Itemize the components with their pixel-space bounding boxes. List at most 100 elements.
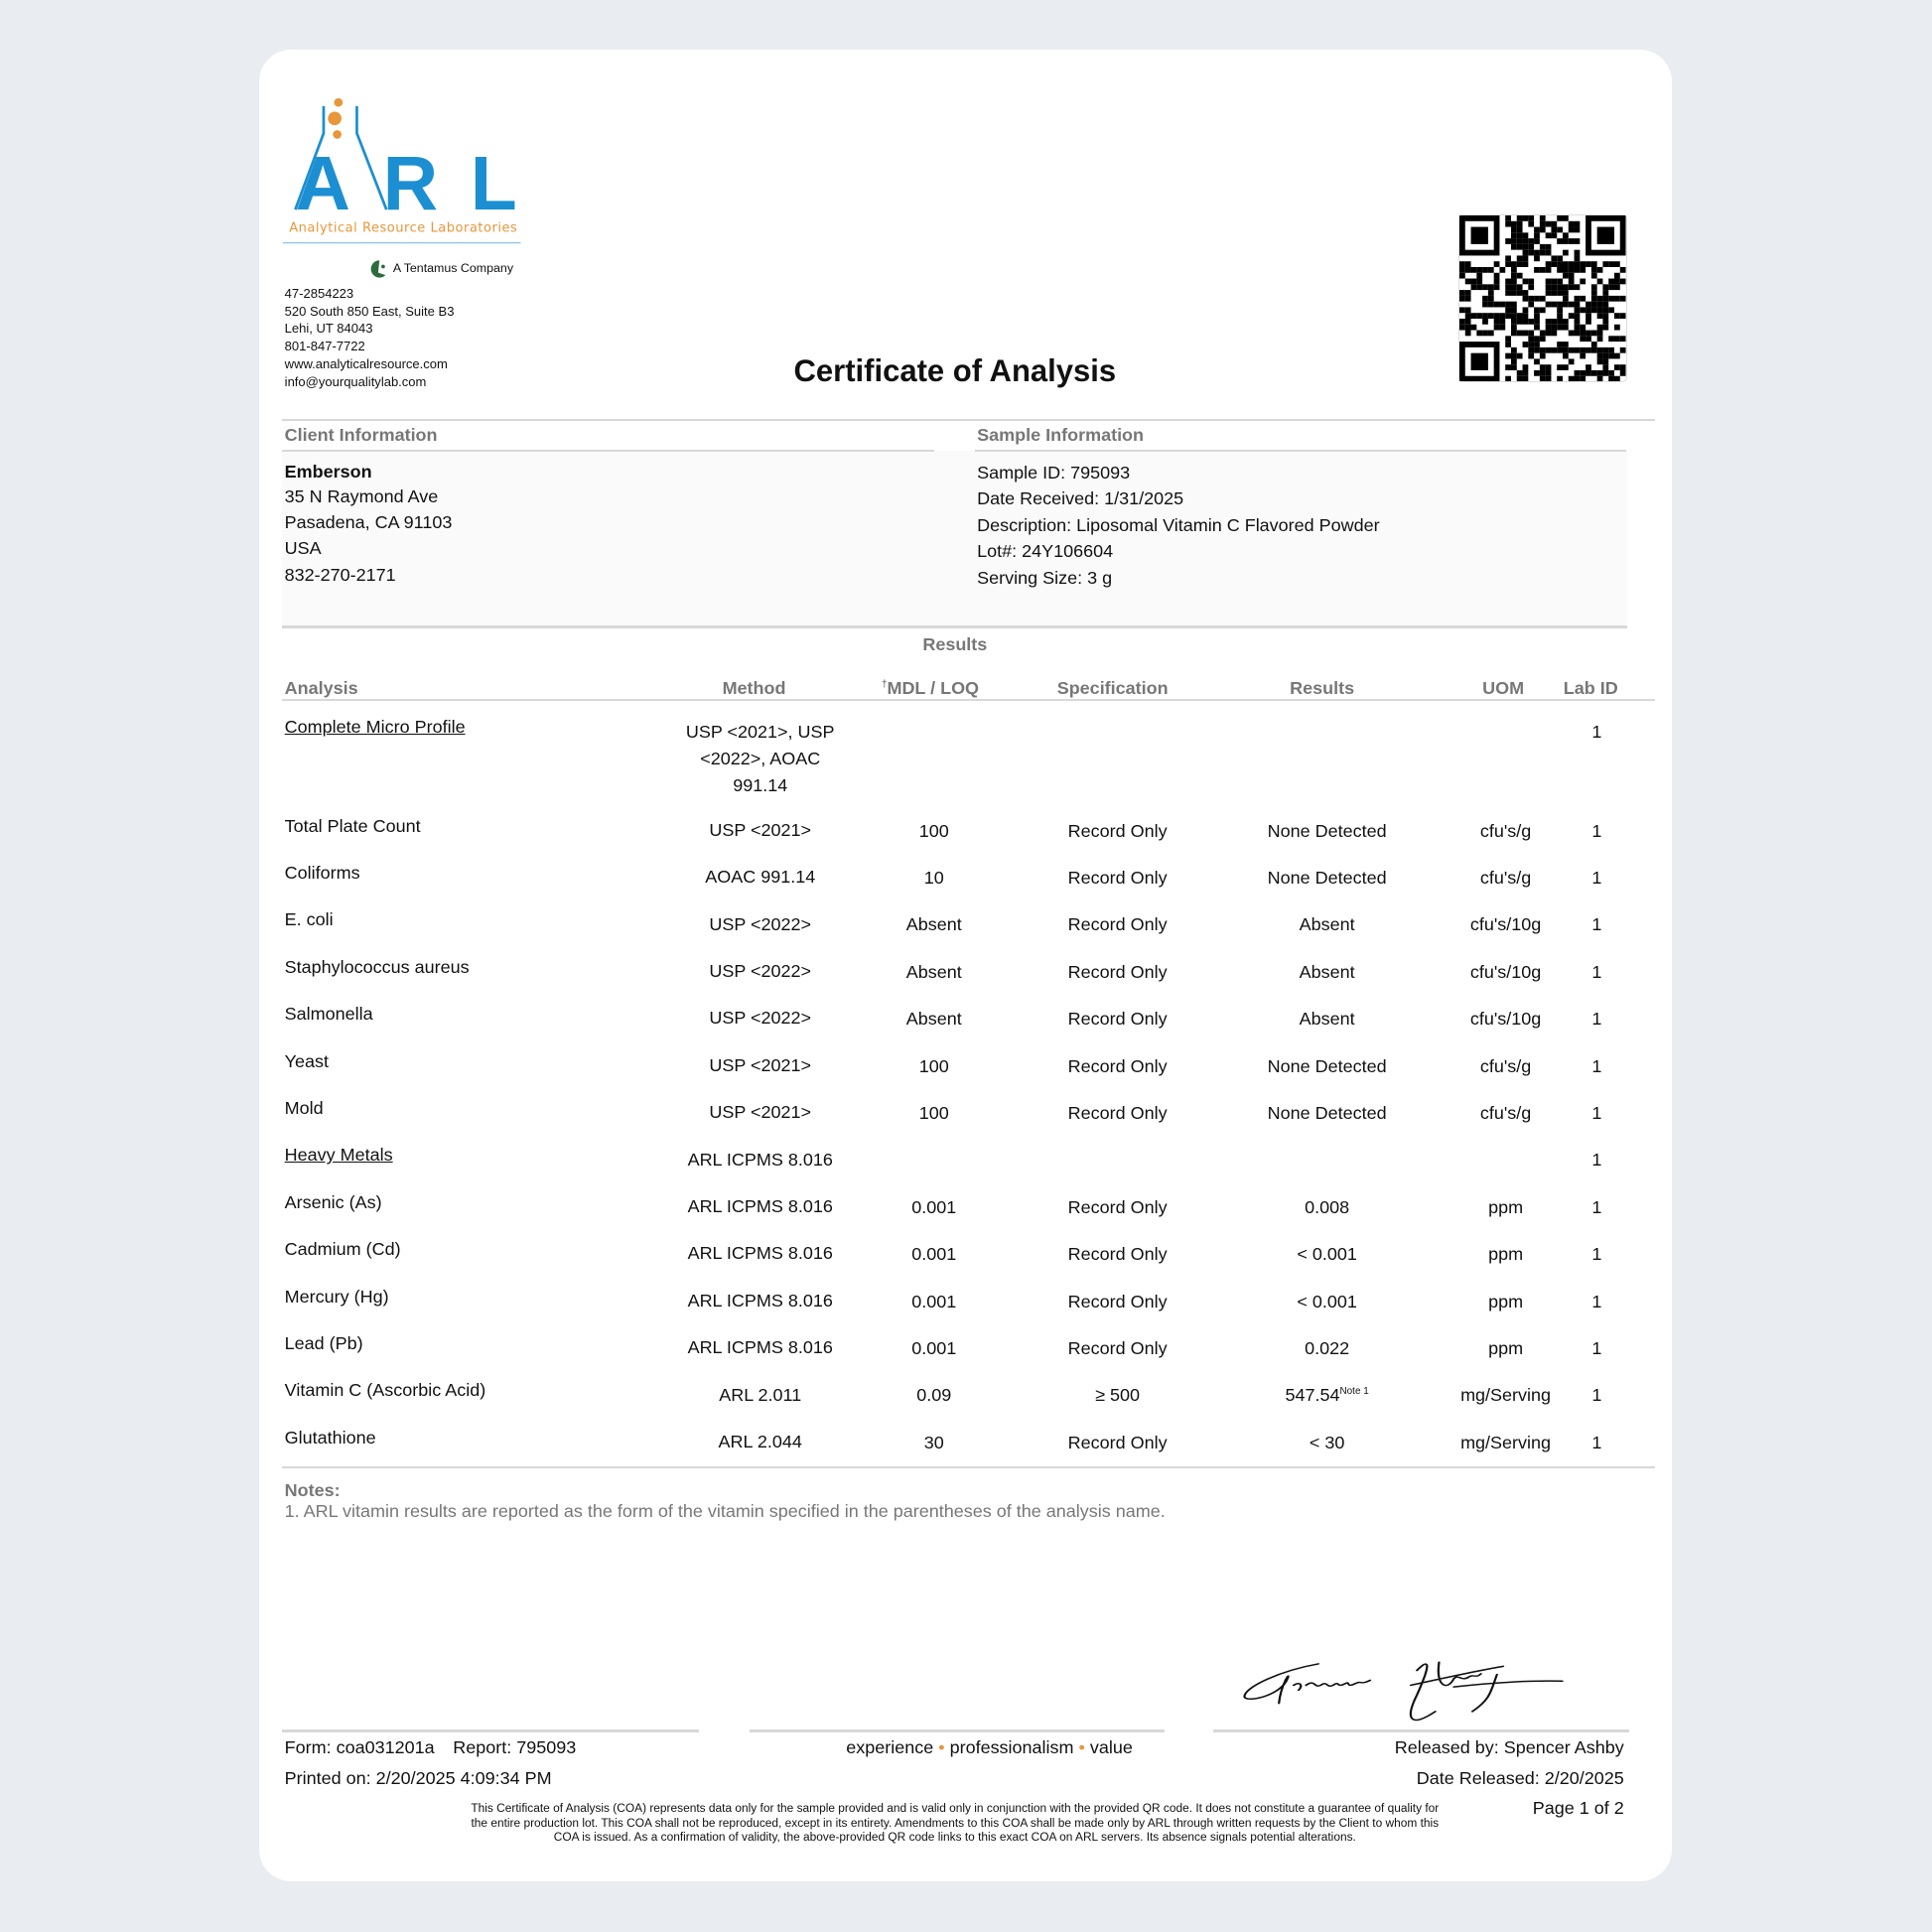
col-lab-id: Lab ID: [1563, 677, 1618, 698]
uom-value: cfu's/10g: [1469, 1009, 1542, 1030]
uom-value: cfu's/g: [1479, 1102, 1532, 1123]
lab-id-value: 1: [1591, 1102, 1602, 1123]
result-value: < 0.001: [1297, 1292, 1357, 1312]
result-value: < 0.001: [1297, 1244, 1357, 1265]
client-info: Emberson 35 N Raymond Ave Pasadena, CA 9…: [285, 461, 453, 588]
tagline-experience: experience: [846, 1736, 934, 1757]
analysis-name[interactable]: Complete Micro Profile: [284, 717, 466, 738]
result-text: 547.54: [1285, 1385, 1340, 1406]
table-row: Vitamin C (Ascorbic Acid) ARL 2.011 0.09 ≥ …: [285, 1380, 1628, 1427]
method-line: USP <2022>: [709, 1008, 812, 1029]
released-by: Released by: Spencer Ashby: [1394, 1736, 1624, 1757]
sample-info-heading: Sample Information: [977, 425, 1145, 446]
method-value: USP <2022>: [709, 958, 811, 985]
client-info-heading: Client Information: [284, 425, 438, 446]
mdl-value: Absent: [905, 1009, 962, 1030]
table-row: Cadmium (Cd) ARL ICPMS 8.016 0.001 Record O…: [285, 1239, 1628, 1286]
method-line: USP <2022>: [709, 961, 812, 982]
method-line: USP <2021>: [709, 1102, 812, 1123]
sample-id: Sample ID: 795093: [977, 462, 1131, 483]
result-text: None Detected: [1267, 820, 1387, 841]
method-value: ARL ICPMS 8.016: [688, 1288, 833, 1314]
uom-value: cfu's/g: [1479, 867, 1532, 888]
method-line: ARL ICPMS 8.016: [687, 1337, 833, 1358]
analysis-name: Salmonella: [284, 1004, 373, 1025]
note-1: 1. ARL vitamin results are reported as t…: [284, 1500, 1166, 1521]
table-row: Complete Micro Profile USP <2021>, USP <20…: [285, 717, 1628, 815]
mdl-value: 30: [923, 1432, 944, 1452]
lab-id-value: 1: [1591, 914, 1602, 935]
table-row: Salmonella USP <2022> Absent Record Only Abs…: [285, 1004, 1628, 1050]
table-row: Heavy Metals ARL ICPMS 8.016 1: [285, 1145, 1628, 1191]
disclaimer: This Certificate of Analysis (COA) repre…: [471, 1801, 1440, 1844]
uom-value: cfu's/10g: [1469, 914, 1542, 935]
method-value: ARL ICPMS 8.016: [688, 1147, 833, 1173]
lot-number: Lot#: 24Y106604: [977, 541, 1114, 562]
mdl-value: 100: [918, 1055, 949, 1076]
form-id: Form: coa031201a Report: 795093: [285, 1737, 577, 1758]
analysis-name[interactable]: Heavy Metals: [284, 1145, 393, 1166]
method-line: 991.14: [733, 775, 788, 796]
method-line: ARL 2.011: [719, 1384, 802, 1405]
col-results: Results: [1290, 677, 1355, 698]
table-row: Total Plate Count USP <2021> 100 Record Onl…: [285, 816, 1628, 863]
specification-value: Record Only: [1067, 1291, 1168, 1311]
result-value: None Detected: [1268, 821, 1387, 842]
result-text: None Detected: [1267, 1055, 1387, 1076]
method-line: ARL ICPMS 8.016: [687, 1149, 833, 1170]
lab-id-value: 1: [1591, 1055, 1602, 1076]
uom-value: cfu's/10g: [1469, 961, 1542, 982]
result-note: Note 1: [1339, 1386, 1369, 1398]
bullet-icon: •: [938, 1736, 945, 1757]
sample-info: Sample ID: 795093 Date Received: 1/31/20…: [977, 460, 1380, 591]
results-table: Complete Micro Profile USP <2021>, USP <20…: [285, 717, 1628, 1474]
lab-id-value: 1: [1591, 722, 1602, 743]
result-text: 0.022: [1305, 1338, 1350, 1358]
client-country: USA: [284, 538, 322, 559]
lab-id-value: 1: [1591, 1291, 1602, 1311]
method-value: USP <2021>: [709, 1052, 811, 1079]
mdl-value: 10: [923, 867, 944, 888]
lab-email[interactable]: info@yourqualitylab.com: [284, 374, 427, 390]
result-value: 0.008: [1305, 1197, 1349, 1218]
mdl-value: Absent: [905, 961, 962, 982]
specification-value: Record Only: [1067, 867, 1168, 888]
lab-id-value: 1: [1591, 961, 1602, 982]
method-value: USP <2021>, USP <2022>, AOAC 991.14: [686, 719, 835, 800]
uom-value: cfu's/g: [1479, 1055, 1532, 1076]
lab-id-value: 1: [1591, 1009, 1602, 1030]
analysis-name: Total Plate Count: [284, 815, 421, 836]
analysis-name: Cadmium (Cd): [284, 1239, 401, 1260]
method-line: USP <2022>: [709, 913, 812, 934]
lab-city: Lehi, UT 84043: [284, 321, 373, 337]
qr-code[interactable]: [1458, 213, 1627, 383]
printed-on: Printed on: 2/20/2025 4:09:34 PM: [284, 1767, 552, 1788]
specification-value: Record Only: [1067, 914, 1168, 935]
analysis-name: Arsenic (As): [284, 1191, 382, 1212]
analysis-name: Lead (Pb): [284, 1333, 363, 1354]
method-line: ARL 2.044: [718, 1432, 802, 1452]
uom-value: ppm: [1488, 1291, 1524, 1311]
lab-website[interactable]: www.analyticalresource.com: [284, 356, 448, 372]
col-specification: Specification: [1056, 677, 1169, 698]
mdl-value: Absent: [905, 914, 962, 935]
lab-id-value: 1: [1591, 1244, 1602, 1265]
method-value: ARL ICPMS 8.016: [688, 1240, 833, 1267]
specification-value: Record Only: [1067, 1196, 1168, 1217]
analysis-name: Mold: [284, 1098, 324, 1119]
analysis-name: Vitamin C (Ascorbic Acid): [284, 1380, 486, 1401]
mdl-footnote-mark: †: [881, 678, 888, 690]
col-analysis: Analysis: [284, 677, 358, 698]
method-value: USP <2021>: [709, 817, 811, 844]
specification-value: Record Only: [1067, 1338, 1168, 1358]
col-mdl-label: MDL / LOQ: [887, 677, 980, 698]
svg-text:ARL: ARL: [296, 141, 517, 226]
lab-id-value: 1: [1591, 820, 1602, 841]
lab-id-value: 1: [1591, 1385, 1602, 1406]
table-row: Mercury (Hg) ARL ICPMS 8.016 0.001 Record O…: [285, 1287, 1628, 1333]
report-number: Report: 795093: [453, 1736, 577, 1757]
method-value: AOAC 991.14: [705, 864, 815, 891]
result-text: None Detected: [1267, 867, 1387, 888]
method-value: ARL ICPMS 8.016: [688, 1193, 833, 1220]
specification-value: Record Only: [1067, 1432, 1168, 1452]
